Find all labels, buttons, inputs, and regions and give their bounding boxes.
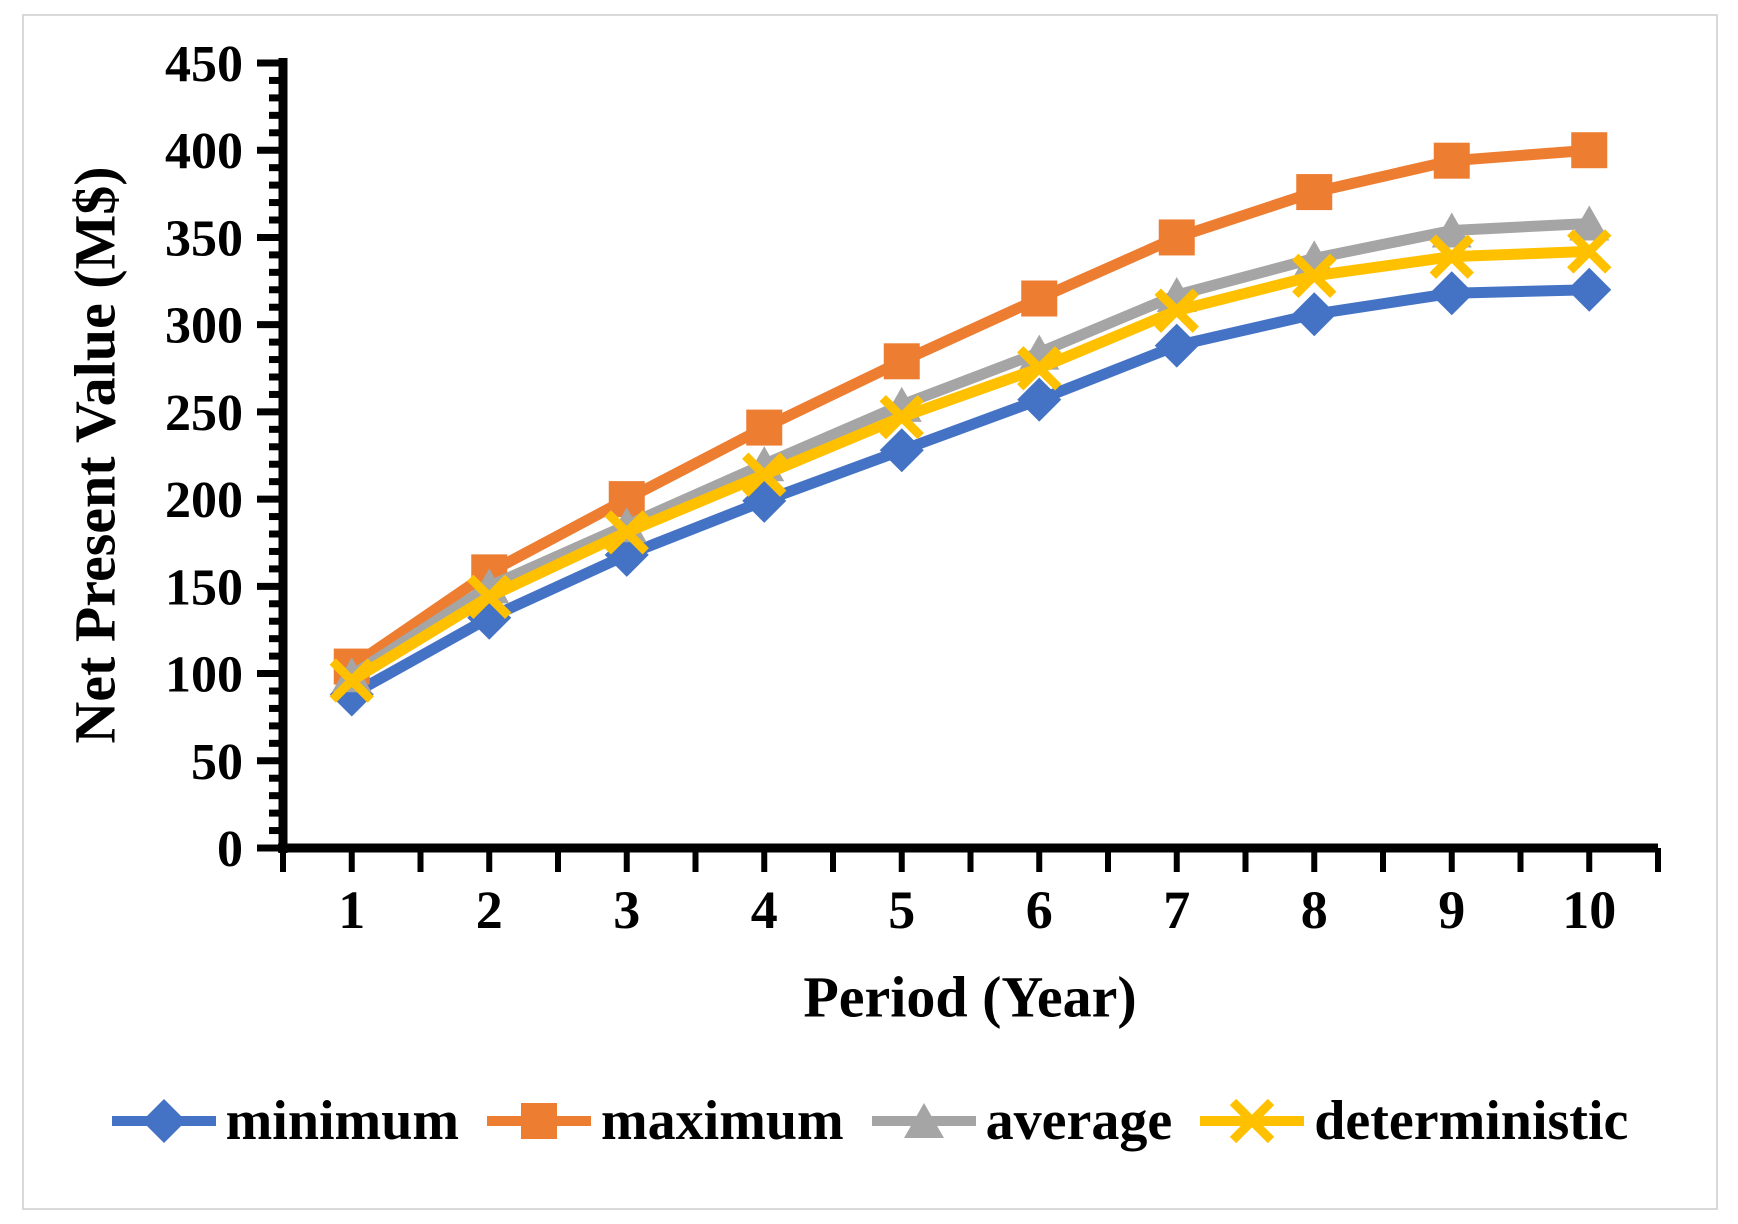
deterministic-x-marker	[1017, 346, 1062, 391]
x-tick-label: 7	[1163, 880, 1190, 940]
deterministic-x-marker	[879, 394, 924, 440]
y-tick-label: 0	[217, 821, 243, 878]
deterministic-x-marker	[1567, 229, 1612, 274]
minimum-diamond-marker	[1017, 377, 1062, 422]
average-triangle-marker	[1431, 212, 1472, 248]
x-axis-title: Period (Year)	[803, 964, 1137, 1030]
x-tick-label: 1	[338, 880, 365, 940]
legend-label-maximum: maximum	[601, 1090, 844, 1152]
y-tick-label: 50	[191, 734, 243, 791]
maximum-square-marker	[1021, 280, 1058, 317]
series-average	[331, 205, 1610, 693]
x-tick-label: 8	[1301, 880, 1328, 940]
x-tick-label: 2	[476, 880, 503, 940]
minimum-legend-diamond-marker	[141, 1099, 186, 1143]
chart-outer-frame	[22, 14, 1718, 1210]
y-tick-label: 200	[165, 472, 243, 529]
average-legend-triangle-marker	[903, 1103, 944, 1138]
maximum-square-marker	[1571, 132, 1608, 169]
deterministic-x-marker	[1429, 234, 1474, 279]
y-tick-label: 350	[165, 210, 243, 267]
y-tick-label: 100	[165, 647, 243, 704]
deterministic-x-marker	[1292, 253, 1337, 299]
maximum-line	[348, 144, 1590, 672]
x-tick-label: 3	[613, 880, 640, 940]
legend-label-deterministic: deterministic	[1314, 1090, 1629, 1152]
deterministic-x-marker	[604, 510, 649, 555]
deterministic-line	[348, 245, 1590, 686]
y-axis-title: Net Present Value (M$)	[62, 166, 128, 744]
y-tick-label: 300	[165, 298, 243, 355]
deterministic-x-marker	[742, 452, 787, 497]
chart-legend: minimum maximum average deterministic	[0, 1093, 1738, 1149]
deterministic-x-marker	[467, 574, 512, 619]
minimum-diamond-marker	[1292, 292, 1337, 337]
x-tick-label: 4	[751, 880, 778, 940]
maximum-legend-square-marker	[521, 1103, 557, 1139]
minimum-line	[349, 284, 1590, 700]
minimum-diamond-marker	[1154, 323, 1199, 368]
y-tick-label: 450	[165, 36, 243, 93]
deterministic-x-marker	[329, 658, 374, 703]
x-tick-label: 5	[888, 880, 915, 940]
x-tick-label: 9	[1438, 880, 1465, 940]
maximum-square-marker	[1158, 219, 1195, 256]
maximum-square-marker	[1296, 174, 1333, 211]
minimum-diamond-marker	[879, 428, 924, 473]
maximum-square-marker	[1433, 142, 1470, 179]
y-tick-label: 150	[165, 559, 243, 616]
legend-label-average: average	[985, 1090, 1173, 1152]
minimum-line-diamond-icon	[111, 1099, 216, 1143]
axes: 0 50 100 150 200 250 300 350 400 450 1 2 3 4 5 6 7 8 9 10	[165, 36, 1661, 940]
deterministic-line-x-icon	[1200, 1098, 1305, 1144]
legend-item-average[interactable]: average	[870, 1090, 1173, 1152]
legend-item-deterministic[interactable]: deterministic	[1198, 1093, 1628, 1149]
maximum-square-marker	[883, 343, 920, 380]
minimum-diamond-marker	[1567, 267, 1612, 312]
series-maximum	[333, 132, 1608, 685]
legend-item-maximum[interactable]: maximum	[485, 1093, 844, 1149]
y-tick-label: 250	[165, 385, 243, 442]
y-tick-label: 400	[165, 123, 243, 180]
deterministic-x-marker	[1154, 288, 1199, 333]
maximum-square-marker	[746, 409, 783, 446]
average-triangle-marker	[1569, 205, 1610, 241]
deterministic-legend-x-marker	[1230, 1098, 1275, 1144]
legend-item-minimum[interactable]: minimum	[110, 1093, 459, 1149]
minimum-diamond-marker	[1429, 271, 1474, 316]
series-deterministic	[329, 229, 1612, 703]
x-tick-label: 10	[1562, 880, 1616, 940]
legend-label-minimum: minimum	[225, 1090, 459, 1152]
maximum-line-square-icon	[487, 1103, 591, 1139]
average-line	[348, 217, 1590, 680]
x-tick-label: 6	[1026, 880, 1053, 940]
average-line-triangle-icon	[871, 1103, 976, 1138]
